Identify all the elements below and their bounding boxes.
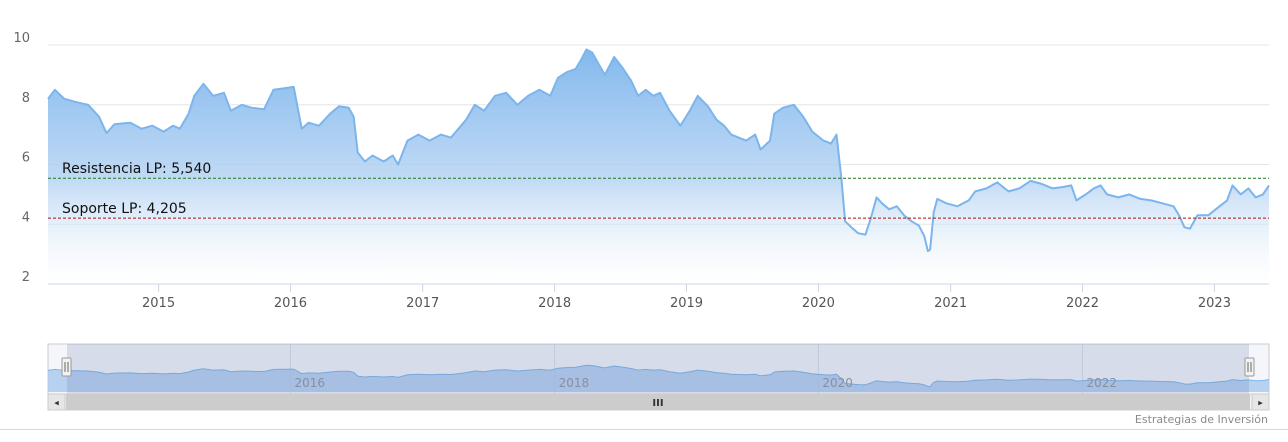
resistance-label: Resistencia LP: 5,540 <box>62 161 211 177</box>
x-axis-ticks: 2015 2016 2017 2018 2019 2020 2021 2022 2023 <box>142 284 1231 311</box>
x-tick-label: 2021 <box>934 296 967 311</box>
navigator-area-fill <box>48 365 1269 392</box>
scrollbar-left-arrow-icon: ◂ <box>54 399 59 409</box>
scrollbar-right-arrow-icon: ▸ <box>1258 399 1263 409</box>
scrollbar-grip-icon[interactable]: III <box>652 398 663 409</box>
x-tick-label: 2017 <box>406 296 439 311</box>
x-tick-label: 2023 <box>1198 296 1231 311</box>
support-resistance-lines: Resistencia LP: 5,540 Soporte LP: 4,205 <box>48 161 1269 219</box>
x-tick-label: 2016 <box>274 296 307 311</box>
y-tick-label: 8 <box>22 91 30 106</box>
navigator-tick-label: 2020 <box>822 376 853 390</box>
navigator-tick-label: 2016 <box>294 376 325 390</box>
y-tick-label: 10 <box>13 31 30 46</box>
navigator-series <box>47 364 1270 392</box>
x-tick-label: 2018 <box>538 296 571 311</box>
navigator-right-handle[interactable] <box>1244 357 1255 377</box>
y-tick-label: 2 <box>22 270 30 285</box>
scrollbar[interactable]: ◂ ▸ III <box>47 393 1270 411</box>
price-series <box>47 48 1270 284</box>
x-tick-label: 2019 <box>670 296 703 311</box>
x-tick-label: 2020 <box>802 296 835 311</box>
navigator[interactable]: 2016 2018 2020 2022 <box>47 343 1270 395</box>
navigator-tick-label: 2018 <box>559 376 590 390</box>
y-tick-label: 4 <box>22 210 30 225</box>
price-area-fill <box>48 49 1269 284</box>
navigator-selection-mask <box>67 344 1249 394</box>
navigator-labels: 2016 2018 2020 2022 <box>294 376 1117 390</box>
navigator-line <box>47 364 1270 388</box>
navigator-left-handle[interactable] <box>61 357 72 377</box>
navigator-tick-label: 2022 <box>1087 376 1118 390</box>
credits-link[interactable]: Estrategias de Inversión <box>1135 413 1268 426</box>
y-axis-ticks: 2 4 6 8 10 <box>13 31 30 285</box>
scrollbar-thumb[interactable] <box>66 394 1250 410</box>
x-tick-label: 2015 <box>142 296 175 311</box>
support-label: Soporte LP: 4,205 <box>62 201 187 217</box>
y-tick-label: 6 <box>22 151 30 166</box>
price-line <box>47 48 1270 253</box>
x-tick-label: 2022 <box>1066 296 1099 311</box>
scrollbar-left-button[interactable] <box>47 393 66 411</box>
scrollbar-right-button[interactable] <box>1251 393 1270 411</box>
